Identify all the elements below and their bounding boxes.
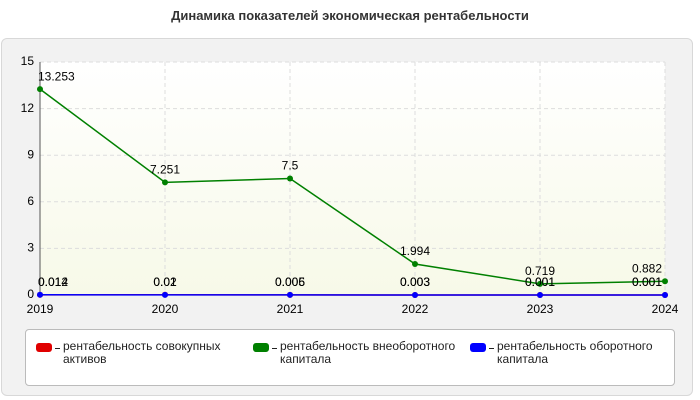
x-tick-label: 2019 [27,302,54,316]
data-point [412,261,418,268]
y-tick-label: 3 [27,241,34,255]
legend: рентабельность совокупных активов рентабе… [25,329,675,386]
legend-dash [489,348,494,349]
data-label: 0.014 [38,275,68,289]
data-label: 0.01 [153,275,177,289]
data-point [162,291,168,298]
legend-entry: рентабельность внеоборотного капитала [243,330,460,385]
series-line [39,88,666,285]
legend-dash [55,348,60,349]
legend-dash [272,348,277,349]
data-point [37,86,43,93]
chart-title: Динамика показателей экономическая рента… [171,8,529,23]
data-label: 1.994 [400,244,430,258]
y-tick-label: 0 [27,287,34,301]
data-point [287,175,293,182]
data-label: 0.006 [275,275,305,289]
legend-swatch [470,343,486,352]
x-tick-label: 2023 [527,302,554,316]
data-label: 13.253 [38,69,75,83]
data-label: 0.001 [525,275,555,289]
y-tick-label: 6 [27,194,34,208]
data-point [537,280,543,287]
data-point [662,278,668,285]
data-point [162,179,168,186]
legend-swatch [253,343,269,352]
data-label: 0.003 [400,275,430,289]
x-tick-label: 2024 [652,302,679,316]
data-point [412,291,418,298]
data-label: 0.882 [632,261,662,275]
x-tick-label: 2021 [277,302,304,316]
data-label: 0.005 [275,275,305,289]
plot-area [40,62,665,295]
data-label: 0.02 [153,275,177,289]
legend-swatch [36,343,52,352]
data-label: 0.012 [38,275,68,289]
legend-entry: рентабельность совокупных активов [26,330,243,385]
x-tick-label: 2022 [402,302,429,316]
data-label: 7.5 [282,159,299,173]
legend-label: рентабельность совокупных активов [63,339,221,366]
data-label: 0.003 [400,275,430,289]
legend-label: рентабельность оборотного капитала [497,339,653,366]
y-tick-label: 15 [21,54,35,68]
data-label: 7.251 [150,163,180,177]
data-label: 0.001 [632,275,662,289]
legend-entry: рентабельность оборотного капитала [460,330,677,385]
data-point [662,291,668,298]
y-tick-label: 9 [27,147,34,161]
y-tick-label: 12 [21,101,35,115]
data-point [37,291,43,298]
legend-label: рентабельность внеоборотного капитала [280,339,456,366]
x-tick-label: 2020 [152,302,179,316]
data-point [287,291,293,298]
data-label: 0.719 [525,264,555,278]
data-point [537,291,543,298]
